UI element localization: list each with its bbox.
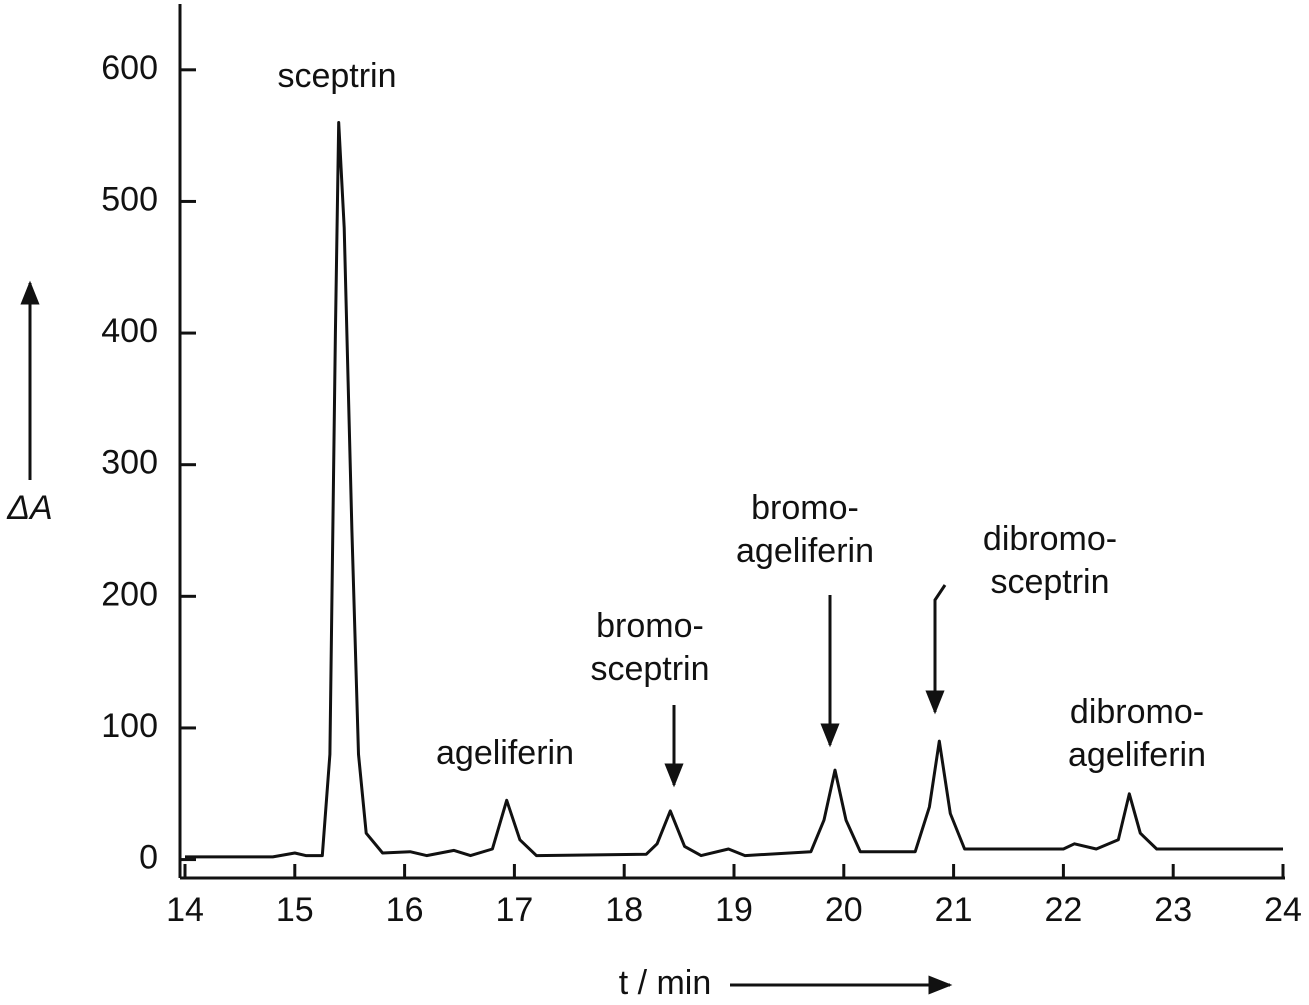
y-tick-label: 400	[101, 312, 158, 350]
x-tick-label: 15	[276, 891, 314, 929]
y-tick-label: 300	[101, 444, 158, 482]
peak-label: dibromo-	[983, 520, 1117, 558]
annotation-arrow	[925, 584, 947, 715]
peak-label: sceptrin	[277, 57, 396, 95]
y-tick-label: 500	[101, 180, 158, 218]
x-tick-label: 20	[825, 891, 863, 929]
peak-label: ageliferin	[1068, 736, 1206, 774]
x-tick-label: 16	[386, 891, 424, 929]
x-tick-label: 19	[715, 891, 753, 929]
y-tick-label: 200	[101, 575, 158, 613]
peak-label: bromo-	[751, 489, 859, 527]
x-tick-label: 23	[1154, 891, 1192, 929]
y-tick-label: 100	[101, 707, 158, 745]
peak-label: dibromo-	[1070, 693, 1204, 731]
x-tick-label: 21	[935, 891, 973, 929]
peak-label: ageliferin	[736, 532, 874, 570]
trace	[185, 121, 1283, 859]
y-tick-label: 600	[101, 49, 158, 87]
x-tick-label: 14	[166, 891, 204, 929]
peak-label: sceptrin	[990, 563, 1109, 601]
x-tick-label: 22	[1044, 891, 1082, 929]
x-axis-label: t / min	[619, 964, 712, 1000]
peak-label: sceptrin	[590, 650, 709, 688]
x-tick-label: 18	[605, 891, 643, 929]
peak-label: bromo-	[596, 607, 704, 645]
peak-label: ageliferin	[436, 734, 574, 772]
x-tick-label: 24	[1264, 891, 1302, 929]
x-tick-label: 17	[495, 891, 533, 929]
y-axis-label: ΔA	[6, 489, 53, 527]
y-tick-label: 0	[139, 839, 158, 877]
